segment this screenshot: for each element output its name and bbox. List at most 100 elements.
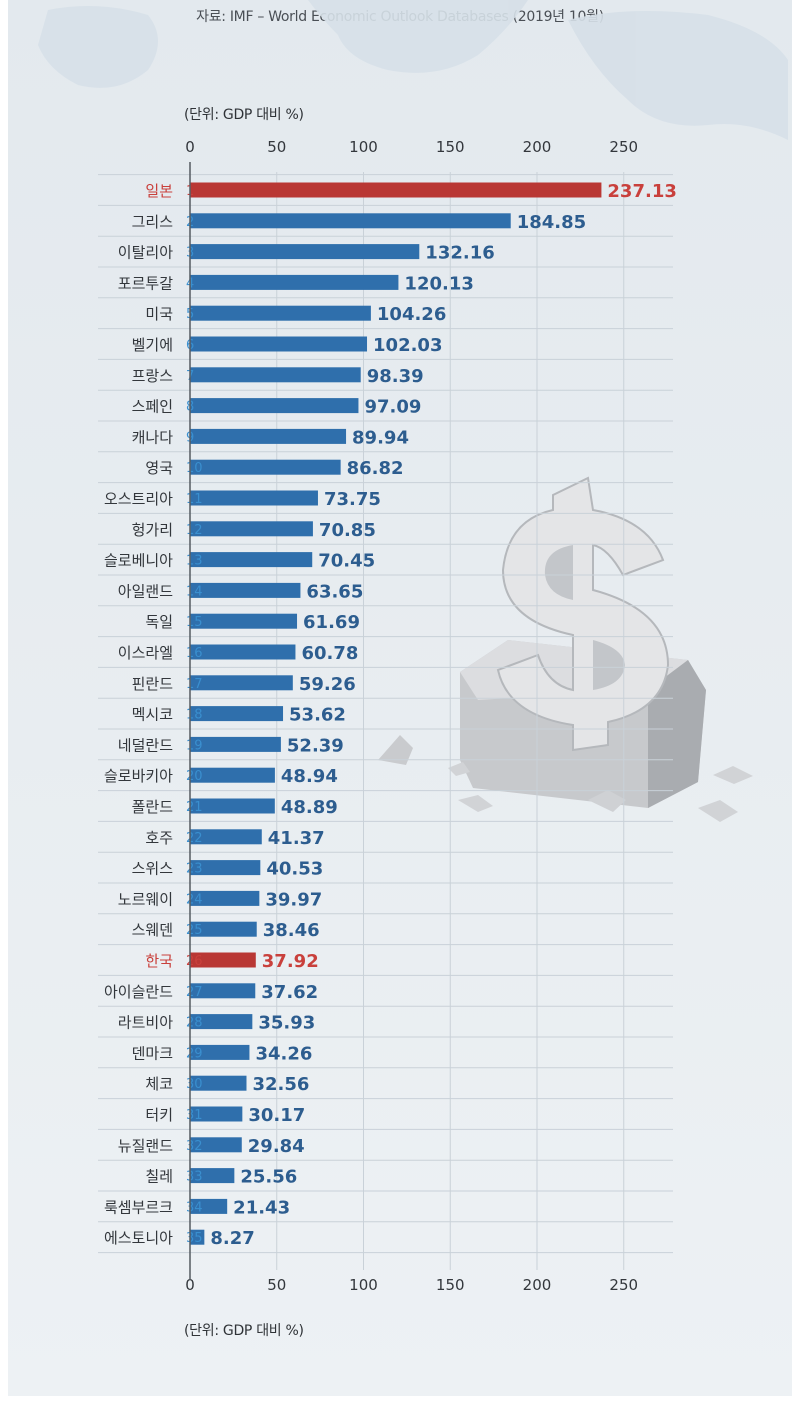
rank-label: 33 <box>186 1170 203 1185</box>
bar-row: 뉴질랜드 32 29.84 <box>118 1136 305 1157</box>
country-label: 이스라엘 <box>118 644 173 662</box>
bar-row: 멕시코 18 53.62 <box>132 705 346 726</box>
rank-label: 28 <box>186 1016 203 1031</box>
country-label: 호주 <box>145 829 173 847</box>
value-label: 61.69 <box>303 612 360 633</box>
country-label: 슬로바키아 <box>104 767 173 785</box>
country-label: 핀란드 <box>132 675 174 693</box>
x-tick-label: 0 <box>185 138 195 156</box>
country-label: 프랑스 <box>132 367 174 385</box>
country-label: 아일랜드 <box>118 582 173 600</box>
value-label: 25.56 <box>240 1167 297 1188</box>
country-label: 독일 <box>145 613 173 631</box>
bar <box>190 860 261 876</box>
value-label: 29.84 <box>248 1136 305 1157</box>
country-label: 한국 <box>145 952 173 970</box>
value-label: 132.16 <box>425 243 494 264</box>
country-label: 터키 <box>145 1106 173 1124</box>
country-label: 아이슬란드 <box>104 983 173 1001</box>
country-label: 폴란드 <box>132 798 174 816</box>
country-label: 그리스 <box>132 213 174 231</box>
country-label: 미국 <box>145 305 173 323</box>
bar-row: 스웨덴 25 38.46 <box>132 920 320 941</box>
x-tick-label: 250 <box>609 1276 638 1294</box>
country-label: 덴마크 <box>132 1044 173 1062</box>
bar-row: 노르웨이 24 39.97 <box>118 889 322 910</box>
rank-label: 24 <box>186 892 203 907</box>
bar <box>190 213 511 229</box>
bar <box>190 244 420 260</box>
bar-chart: 0 50 100 150 200 250 0 50 100 150 200 250 일본1237.1… <box>38 0 788 1294</box>
bar-row: 영국 10 86.82 <box>145 458 403 479</box>
bar-row: 체코 30 32.56 <box>145 1074 309 1095</box>
rank-label: 14 <box>186 584 203 599</box>
infographic-frame: 자료: IMF – World Economic Outlook Databas… <box>8 0 792 1396</box>
country-label: 캐나다 <box>132 428 174 446</box>
country-label: 네덜란드 <box>118 736 173 754</box>
bar <box>190 182 602 198</box>
bar-row: 라트비아 28 35.93 <box>118 1013 315 1034</box>
bar <box>190 274 399 290</box>
x-tick-label: 50 <box>267 1276 286 1294</box>
rank-label: 26 <box>186 954 203 969</box>
bar-row: 독일 15 61.69 <box>145 612 360 633</box>
bar-row: 그리스2184.85 <box>132 212 587 233</box>
unit-label-bottom: (단위: GDP 대비 %) <box>184 1323 304 1339</box>
rank-label: 16 <box>186 646 203 661</box>
rank-label: 21 <box>186 800 203 815</box>
x-tick-label: 150 <box>436 138 465 156</box>
value-label: 60.78 <box>301 643 358 664</box>
value-label: 48.94 <box>281 766 338 787</box>
country-label: 체코 <box>145 1075 173 1093</box>
country-label: 일본 <box>145 182 173 200</box>
country-label: 슬로베니아 <box>104 552 173 570</box>
country-label: 오스트리아 <box>104 490 173 508</box>
x-tick-label: 200 <box>523 1276 552 1294</box>
rank-label: 15 <box>186 615 203 630</box>
bar <box>190 367 361 383</box>
value-label: 35.93 <box>258 1013 315 1034</box>
bar <box>190 398 359 414</box>
rank-label: 31 <box>186 1108 203 1123</box>
rank-label: 35 <box>186 1231 203 1246</box>
bar-row: 슬로베니아 13 70.45 <box>104 551 375 572</box>
bar <box>190 736 281 752</box>
bar-row: 아일랜드 14 63.65 <box>118 581 364 602</box>
bar <box>190 521 313 537</box>
rank-label: 30 <box>186 1077 203 1092</box>
x-tick-label: 100 <box>349 1276 378 1294</box>
bar <box>190 983 256 999</box>
value-label: 52.39 <box>287 735 344 756</box>
country-label: 이탈리아 <box>118 244 173 262</box>
bar <box>190 428 347 444</box>
bar <box>190 1198 228 1214</box>
bar-row: 폴란드 21 48.89 <box>132 797 338 818</box>
value-label: 120.13 <box>404 273 473 294</box>
bar-row: 이탈리아3132.16 <box>118 243 495 264</box>
value-label: 97.09 <box>364 397 421 418</box>
rank-label: 22 <box>186 831 203 846</box>
value-label: 21.43 <box>233 1197 290 1218</box>
country-label: 스위스 <box>132 860 174 878</box>
country-label: 벨기에 <box>132 336 173 354</box>
bar-row: 스페인897.09 <box>132 397 422 418</box>
rank-label: 17 <box>186 677 203 692</box>
bar-row: 일본1237.13 <box>145 181 676 202</box>
bar-row: 헝가리 12 70.85 <box>132 520 376 541</box>
value-label: 48.89 <box>281 797 338 818</box>
value-label: 98.39 <box>367 366 424 387</box>
value-label: 40.53 <box>266 859 323 880</box>
country-label: 뉴질랜드 <box>118 1137 173 1155</box>
decorative-world-map <box>38 0 788 140</box>
bar <box>190 767 275 783</box>
bar-row: 핀란드 17 59.26 <box>132 674 356 695</box>
country-label: 룩셈부르크 <box>104 1198 173 1216</box>
rank-label: 23 <box>186 862 203 877</box>
bar <box>190 921 257 937</box>
country-label: 스페인 <box>132 398 173 416</box>
bar <box>190 552 313 568</box>
rank-label: 19 <box>186 738 203 753</box>
bar <box>190 490 318 506</box>
bar <box>190 706 284 722</box>
value-label: 73.75 <box>324 489 381 510</box>
